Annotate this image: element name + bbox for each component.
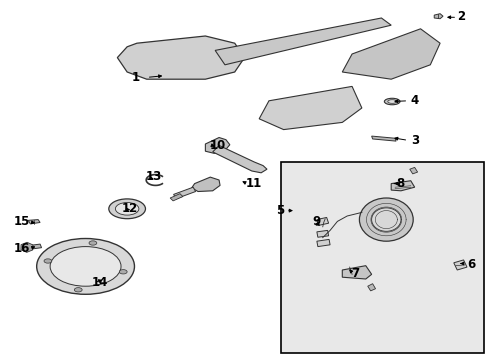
Polygon shape <box>316 239 329 247</box>
Text: 13: 13 <box>145 170 162 183</box>
Ellipse shape <box>74 288 82 292</box>
Polygon shape <box>342 266 371 279</box>
Polygon shape <box>215 18 390 65</box>
Ellipse shape <box>359 198 412 241</box>
Polygon shape <box>29 244 41 249</box>
Polygon shape <box>173 187 195 199</box>
Polygon shape <box>28 220 40 224</box>
Ellipse shape <box>384 98 399 105</box>
Text: 15: 15 <box>14 215 30 228</box>
Polygon shape <box>453 260 466 270</box>
Ellipse shape <box>89 241 97 245</box>
Polygon shape <box>316 230 328 237</box>
Polygon shape <box>259 86 361 130</box>
Polygon shape <box>205 138 229 153</box>
Text: 2: 2 <box>456 10 465 23</box>
Polygon shape <box>21 242 33 252</box>
Ellipse shape <box>37 238 134 294</box>
Polygon shape <box>316 217 328 225</box>
Polygon shape <box>117 36 244 79</box>
Bar <box>281 162 483 353</box>
Text: 11: 11 <box>245 177 261 190</box>
Text: 7: 7 <box>350 267 359 280</box>
Text: 14: 14 <box>92 276 108 289</box>
Text: 9: 9 <box>311 215 320 228</box>
Ellipse shape <box>119 270 127 274</box>
Text: 3: 3 <box>410 134 418 147</box>
Ellipse shape <box>108 199 145 219</box>
Polygon shape <box>342 29 439 79</box>
Text: 16: 16 <box>14 242 30 255</box>
Polygon shape <box>170 194 183 201</box>
Polygon shape <box>371 136 395 141</box>
Text: 10: 10 <box>209 139 225 152</box>
Text: 12: 12 <box>121 202 137 215</box>
Ellipse shape <box>50 247 121 286</box>
Text: 1: 1 <box>131 71 139 84</box>
Text: 6: 6 <box>466 258 474 271</box>
Polygon shape <box>390 181 414 191</box>
Ellipse shape <box>371 208 400 231</box>
Polygon shape <box>433 14 442 19</box>
Polygon shape <box>409 167 417 174</box>
Ellipse shape <box>44 259 52 263</box>
Polygon shape <box>212 145 266 173</box>
Ellipse shape <box>115 202 139 215</box>
Text: 5: 5 <box>276 204 284 217</box>
Text: 8: 8 <box>395 177 404 190</box>
Ellipse shape <box>387 100 396 103</box>
Text: 4: 4 <box>410 94 418 107</box>
Polygon shape <box>367 284 375 291</box>
Polygon shape <box>191 177 220 192</box>
